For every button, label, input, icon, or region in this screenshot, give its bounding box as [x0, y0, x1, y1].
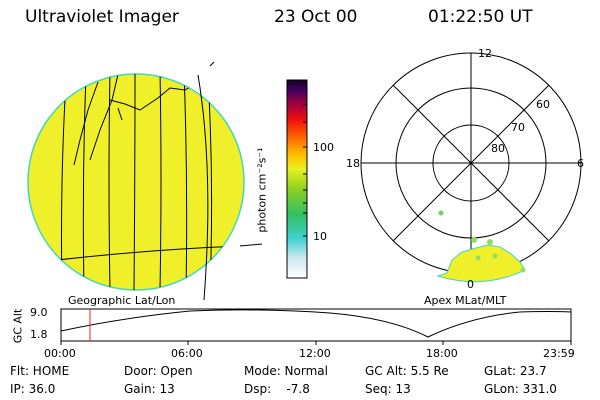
auroral-emission [436, 210, 526, 283]
earth-disk-image [27, 61, 263, 301]
gc-altitude-value: GC Alt: 5.5 Re [365, 364, 449, 378]
lat-label-70: 70 [511, 121, 525, 134]
door-status: Door: Open [124, 364, 193, 378]
header-date: 23 Oct 00 [274, 7, 358, 27]
time-tick-1200: 12:00 [299, 347, 331, 360]
altitude-panel [60, 308, 572, 345]
gain-value: Gain: 13 [124, 382, 175, 396]
lat-label-60: 60 [536, 98, 550, 111]
colorbar-tick-10: 10 [313, 230, 327, 243]
gc-alt-axis-title: GC Alt [11, 308, 25, 344]
time-tick-0000: 00:00 [44, 347, 76, 360]
seq-value: Seq: 13 [365, 382, 411, 396]
apex-label: Apex MLat/MLT [424, 294, 507, 307]
ip-value: IP: 36.0 [10, 382, 56, 396]
color-bar [286, 79, 308, 279]
header-time: 01:22:50 UT [428, 7, 533, 27]
time-tick-2359: 23:59 [543, 347, 575, 360]
time-tick-0600: 06:00 [171, 347, 203, 360]
mlt-label-12: 12 [478, 47, 492, 60]
lat-label-80: 80 [491, 142, 505, 155]
mlt-label-0: 0 [467, 278, 474, 291]
time-tick-1800: 18:00 [426, 347, 458, 360]
glat-value: GLat: 23.7 [484, 364, 547, 378]
gc-alt-max-label: 9.0 [30, 306, 48, 319]
dsp-value: Dsp: -7.8 [244, 382, 310, 396]
glon-value: GLon: 331.0 [484, 382, 557, 396]
instrument-title: Ultraviolet Imager [25, 7, 179, 27]
gc-alt-min-label: 1.8 [30, 328, 48, 341]
flight-status: Flt: HOME [10, 364, 70, 378]
colorbar-tick-100: 100 [313, 141, 334, 154]
colorbar-unit-label: photon cm⁻²s⁻¹ [255, 147, 269, 233]
mlt-label-6: 6 [577, 157, 584, 170]
polar-plot [360, 52, 582, 283]
geographic-label: Geographic Lat/Lon [68, 294, 176, 307]
mode-status: Mode: Normal [244, 364, 328, 378]
mlt-label-18: 18 [346, 157, 360, 170]
